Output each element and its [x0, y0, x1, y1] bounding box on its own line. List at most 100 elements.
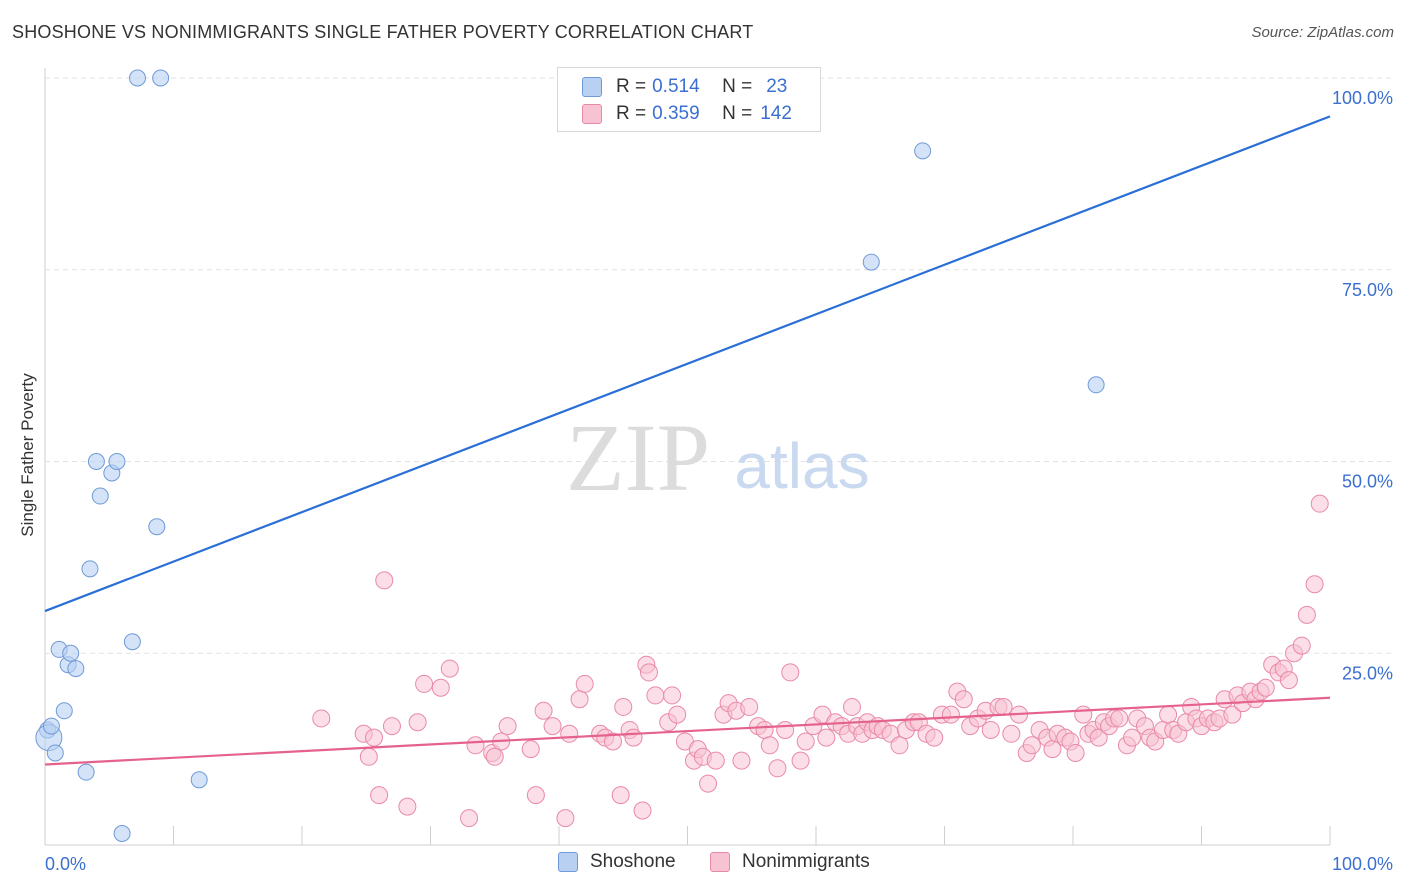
nonimmigrants-point — [575, 674, 594, 693]
nonimmigrants-point — [1256, 678, 1275, 697]
shoshone-point — [190, 771, 208, 789]
shoshone-point — [108, 453, 126, 470]
nonimmigrants-point — [663, 686, 682, 705]
y-axis-label: Single Father Poverty — [18, 373, 37, 537]
nonimmigrants-point — [375, 571, 394, 590]
nonimmigrants-point — [639, 663, 658, 682]
bottom-legend-nonimmigrants: Nonimmigrants — [710, 851, 870, 873]
nonimmigrants-point — [498, 717, 517, 736]
nonimmigrants-point — [817, 728, 836, 747]
shoshone-point — [46, 744, 64, 762]
nonimmigrants-point — [1110, 709, 1129, 728]
nonimmigrants-point — [485, 747, 504, 766]
nonimmigrants-swatch — [710, 852, 730, 872]
nonimmigrants-point — [1022, 736, 1041, 755]
nonimmigrants-point — [646, 686, 665, 705]
legend-n-label: N = — [722, 76, 753, 97]
nonimmigrants-point — [556, 809, 575, 828]
nonimmigrants-point — [981, 720, 1000, 739]
nonimmigrants-point — [1074, 705, 1093, 724]
nonimmigrants-point — [842, 697, 861, 716]
shoshone-point — [42, 717, 60, 735]
legend-n-value: 142 — [760, 103, 792, 124]
nonimmigrants-point — [760, 736, 779, 755]
nonimmigrants-point — [521, 740, 540, 759]
shoshone-swatch — [582, 77, 602, 97]
shoshone-points — [35, 69, 1105, 842]
watermark-atlas: atlas — [734, 430, 869, 502]
nonimmigrants-point — [570, 690, 589, 709]
nonimmigrants-point — [781, 663, 800, 682]
grid-lines — [45, 77, 1393, 654]
shoshone-trend-line — [44, 115, 1331, 613]
legend-row-nonimmigrants: R = 0.359 N = 142 — [582, 102, 792, 126]
nonimmigrants-point — [624, 728, 643, 747]
shoshone-point — [862, 253, 880, 271]
nonimmigrants-point — [776, 720, 795, 739]
nonimmigrants-point — [1279, 671, 1298, 690]
nonimmigrants-point — [699, 774, 718, 793]
shoshone-point — [914, 142, 932, 160]
trend-lines — [44, 115, 1331, 766]
nonimmigrants-point — [954, 690, 973, 709]
nonimmigrants-point — [1310, 494, 1329, 513]
nonimmigrants-point — [1223, 705, 1242, 724]
nonimmigrants-point — [941, 705, 960, 724]
nonimmigrants-point — [382, 717, 401, 736]
nonimmigrants-legend-label: Nonimmigrants — [742, 851, 870, 872]
nonimmigrants-point — [364, 728, 383, 747]
nonimmigrants-point — [755, 720, 774, 739]
nonimmigrants-point — [633, 801, 652, 820]
nonimmigrants-point — [1002, 724, 1021, 743]
nonimmigrants-point — [603, 732, 622, 751]
watermark: ZIP atlas — [566, 404, 870, 511]
nonimmigrants-point — [534, 701, 553, 720]
x-tick-label: 0.0% — [45, 854, 86, 874]
shoshone-point — [62, 644, 80, 662]
nonimmigrants-point — [408, 713, 427, 732]
bottom-legend-shoshone: Shoshone — [558, 851, 676, 873]
shoshone-point — [129, 69, 147, 87]
nonimmigrants-point — [1066, 743, 1085, 762]
y-tick-label: 100.0% — [1332, 88, 1393, 108]
nonimmigrants-point — [768, 759, 787, 778]
x-tick-label: 100.0% — [1332, 854, 1393, 874]
shoshone-point — [1087, 376, 1105, 394]
shoshone-point — [87, 453, 105, 470]
y-tick-label: 75.0% — [1342, 280, 1393, 300]
nonimmigrants-point — [1123, 728, 1142, 747]
nonimmigrants-point — [706, 751, 725, 770]
nonimmigrants-point — [1159, 705, 1178, 724]
shoshone-point — [148, 518, 166, 536]
nonimmigrants-point — [740, 697, 759, 716]
chart-title: SHOSHONE VS NONIMMIGRANTS SINGLE FATHER … — [12, 22, 754, 42]
legend-r-label: R = — [616, 76, 647, 97]
nonimmigrants-point — [925, 728, 944, 747]
shoshone-swatch — [558, 852, 578, 872]
nonimmigrants-point — [732, 751, 751, 770]
nonimmigrants-trend-line — [44, 696, 1331, 766]
shoshone-point — [152, 69, 170, 87]
nonimmigrants-point — [614, 697, 633, 716]
nonimmigrants-point — [1297, 605, 1316, 624]
nonimmigrants-point — [415, 674, 434, 693]
y-tick-label: 25.0% — [1342, 663, 1393, 683]
legend-r-value: 0.359 — [652, 103, 700, 124]
nonimmigrants-swatch — [582, 104, 602, 124]
nonimmigrants-point — [791, 751, 810, 770]
nonimmigrants-point — [370, 786, 389, 805]
nonimmigrants-point — [460, 809, 479, 828]
nonimmigrants-point — [1292, 636, 1311, 655]
watermark-zip: ZIP — [566, 404, 710, 511]
shoshone-point — [77, 763, 95, 781]
nonimmigrants-point — [890, 736, 909, 755]
nonimmigrants-point — [994, 697, 1013, 716]
nonimmigrants-points — [312, 494, 1329, 828]
axes — [44, 68, 1331, 846]
nonimmigrants-point — [466, 736, 485, 755]
tick-labels: 25.0% 50.0% 75.0% 100.0% 0.0% 100.0% — [45, 88, 1393, 874]
nonimmigrants-point — [560, 724, 579, 743]
legend-r-label: R = — [616, 103, 647, 124]
legend-row-shoshone: R = 0.514 N = 23 — [582, 75, 787, 99]
